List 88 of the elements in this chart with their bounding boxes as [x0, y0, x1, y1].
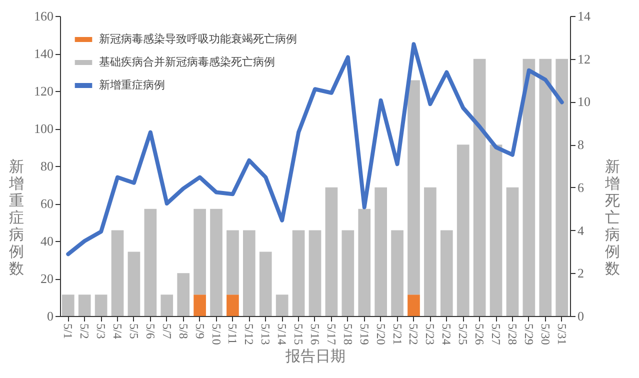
x-tick-label: 5/25: [456, 324, 470, 345]
bar: [210, 208, 222, 316]
bar: [408, 80, 420, 295]
y-tick-label: 0: [47, 308, 54, 324]
bar: [490, 144, 502, 316]
x-tick-label: 5/11: [226, 324, 240, 344]
bar: [556, 58, 568, 316]
x-tick-label: 5/26: [472, 324, 487, 345]
bar: [308, 230, 322, 316]
y-axis-title: 新增重症病例数: [8, 158, 24, 278]
x-tick-label: 5/7: [160, 324, 174, 339]
bar: [62, 294, 74, 316]
bar: [160, 294, 174, 316]
x-tick-label: 5/15: [292, 324, 306, 345]
bar: [78, 294, 91, 316]
bar: [194, 208, 206, 295]
y2-tick-label: 6: [578, 180, 584, 195]
x-tick-label: 5/29: [522, 324, 536, 345]
y2-tick-label: 12: [578, 51, 590, 66]
bar: [424, 187, 436, 316]
y2-tick-label: 10: [578, 94, 590, 110]
x-tick-label: 5/28: [505, 324, 520, 345]
legend-label: 新冠病毒感染导致呼吸功能衰竭死亡病例: [99, 32, 297, 46]
y-tick-label: 80: [40, 158, 54, 174]
bar: [243, 230, 256, 316]
x-tick-label: 5/19: [357, 324, 372, 345]
y-tick-label: 160: [34, 8, 54, 24]
y-tick-label: 20: [40, 271, 54, 286]
y-tick-label: 100: [34, 121, 54, 136]
bar: [440, 230, 453, 316]
y2-tick-label: 14: [578, 8, 591, 24]
y-tick-label: 40: [40, 234, 54, 248]
x-tick-label: 5/16: [308, 324, 322, 345]
bar: [456, 144, 470, 316]
y2-tick-label: 4: [578, 222, 584, 238]
bar: [276, 294, 288, 316]
bar: [94, 294, 108, 316]
bar: [408, 294, 420, 316]
x-tick-label: 5/30: [538, 324, 552, 345]
y-tick-label: 140: [34, 46, 54, 61]
bar: [292, 230, 305, 316]
bar: [325, 187, 338, 316]
x-tick-label: 5/1: [61, 324, 76, 339]
y-tick-label: 60: [40, 196, 54, 211]
bar: [374, 187, 387, 316]
x-tick-label: 5/23: [423, 324, 438, 345]
x-tick-label: 5/17: [324, 324, 338, 345]
x-tick-label: 5/8: [176, 324, 190, 339]
bar: [259, 252, 272, 316]
x-tick-label: 5/9: [192, 324, 207, 339]
x-tick-label: 5/3: [94, 324, 108, 339]
bar: [358, 208, 371, 316]
x-tick-label: 5/2: [78, 324, 92, 339]
bar: [111, 230, 124, 316]
x-tick-label: 5/20: [374, 324, 388, 345]
bar: [391, 230, 404, 316]
bar: [539, 58, 552, 316]
x-tick-label: 5/18: [340, 324, 355, 345]
x-tick-label: 5/10: [209, 324, 224, 345]
x-tick-label: 5/21: [390, 324, 404, 345]
bar: [342, 230, 354, 316]
bar: [226, 294, 239, 316]
bar: [226, 230, 239, 295]
bar: [128, 252, 140, 316]
x-axis-title: 报告日期: [284, 348, 346, 365]
bar: [473, 58, 486, 316]
x-tick-label: 5/14: [275, 324, 290, 345]
x-tick-label: 5/12: [242, 324, 256, 345]
y2-tick-label: 8: [578, 137, 584, 152]
bar: [522, 58, 536, 316]
bar: [194, 294, 206, 316]
x-tick-label: 5/13: [258, 324, 273, 345]
x-tick-label: 5/6: [143, 324, 158, 339]
x-tick-label: 5/4: [110, 324, 125, 339]
x-tick-label: 5/27: [489, 324, 504, 345]
y2-axis-title: 新增死亡病例数: [604, 158, 620, 278]
legend-label: 新增重症病例: [99, 78, 165, 92]
x-tick-label: 5/5: [126, 324, 141, 339]
y2-tick-label: 2: [578, 266, 584, 281]
bar: [177, 273, 190, 316]
bar: [144, 208, 157, 316]
y2-tick-label: 0: [578, 308, 584, 324]
x-tick-label: 5/31: [554, 324, 569, 345]
y-tick-label: 120: [34, 84, 54, 98]
x-tick-label: 5/22: [406, 324, 421, 345]
legend-label: 基础疾病合并新冠病毒感染死亡病例: [99, 56, 275, 68]
x-tick-label: 5/24: [440, 324, 454, 345]
bar: [506, 187, 519, 316]
